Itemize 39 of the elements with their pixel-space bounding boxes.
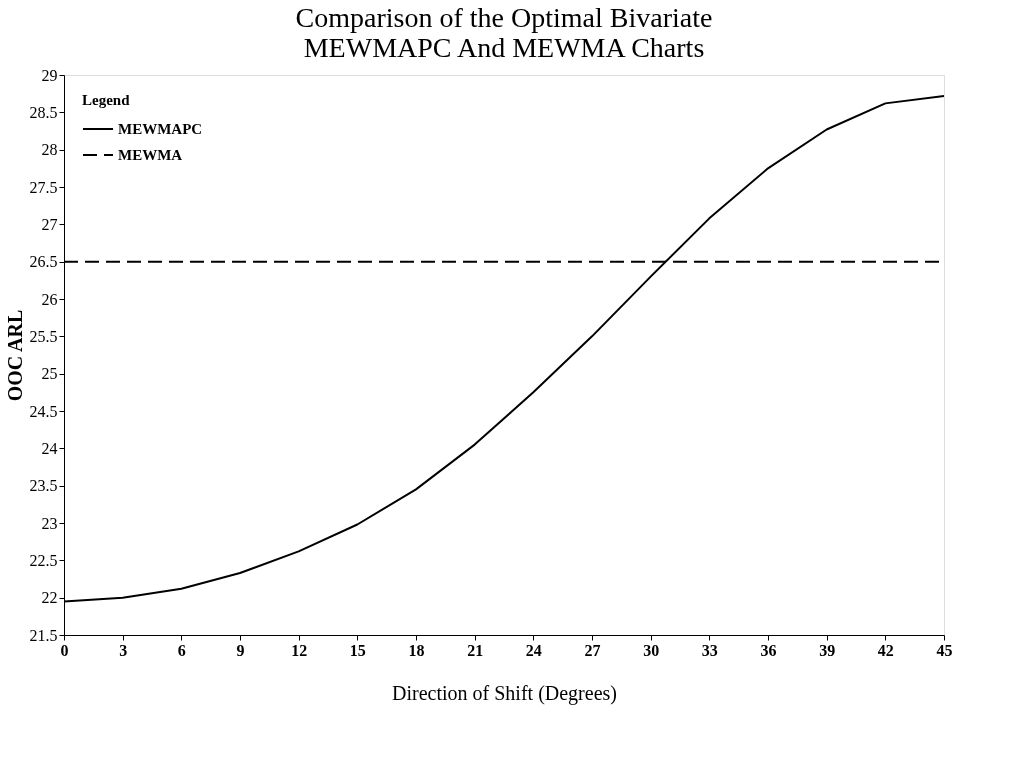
x-tick-label: 9 <box>236 641 245 659</box>
x-tick-label: 3 <box>119 641 128 659</box>
y-tick-label: 23.5 <box>29 477 58 495</box>
x-tick-label: 12 <box>291 641 308 659</box>
x-axis-title: Direction of Shift (Degrees) <box>392 681 617 705</box>
y-tick-label: 21.5 <box>29 626 58 644</box>
y-tick-label: 27.5 <box>29 178 58 196</box>
y-tick-label: 27 <box>41 215 58 233</box>
text: Comparison of the Optimal Bivariate <box>295 2 713 33</box>
y-tick-label: 25 <box>41 365 58 383</box>
y-tick-label: 28.5 <box>29 103 58 121</box>
y-axis-title: OOC ARL <box>3 309 26 402</box>
x-tick-label: 18 <box>408 641 425 659</box>
legend-label: MEWMAPC <box>118 121 203 137</box>
x-tick-label: 39 <box>819 641 836 659</box>
x-tick-label: 15 <box>349 641 366 659</box>
x-tick-label: 24 <box>525 641 542 659</box>
x-tick-label: 36 <box>760 641 777 659</box>
y-tick-label: 28 <box>41 141 58 159</box>
y-tick-label: 26 <box>41 290 58 308</box>
y-tick-label: 22.5 <box>29 551 58 569</box>
x-tick-label: 0 <box>60 641 69 659</box>
y-tick-label: 29 <box>41 66 58 84</box>
text: MEWMAPC And MEWMA Charts <box>303 32 705 63</box>
y-tick-label: 24 <box>41 439 58 457</box>
x-tick-label: 45 <box>936 641 953 659</box>
x-tick-label: 33 <box>701 641 718 659</box>
x-tick-label: 6 <box>177 641 186 659</box>
legend-title: Legend <box>82 92 131 108</box>
y-tick-label: 22 <box>41 589 58 607</box>
x-tick-label: 21 <box>467 641 484 659</box>
x-tick-label: 27 <box>584 641 601 659</box>
x-tick-label: 30 <box>643 641 660 659</box>
y-tick-label: 23 <box>41 514 58 532</box>
x-tick-label: 42 <box>877 641 894 659</box>
y-tick-label: 24.5 <box>29 402 58 420</box>
legend-label: MEWMA <box>118 147 183 163</box>
y-tick-label: 26.5 <box>29 253 58 271</box>
y-tick-label: 25.5 <box>29 327 58 345</box>
